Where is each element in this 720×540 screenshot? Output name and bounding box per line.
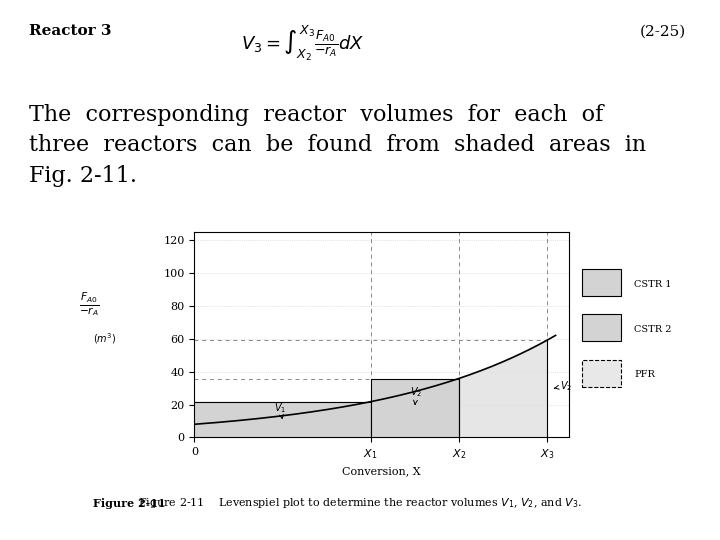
Text: (2-25): (2-25) <box>639 24 685 38</box>
Bar <box>582 314 621 341</box>
Text: $V_2$: $V_2$ <box>410 385 423 404</box>
Bar <box>582 360 621 387</box>
Bar <box>582 269 621 296</box>
Text: $V_1$: $V_1$ <box>274 401 286 418</box>
Text: $V_2$: $V_2$ <box>554 379 572 393</box>
Text: Reactor 3: Reactor 3 <box>29 24 112 38</box>
Text: $(m^3)$: $(m^3)$ <box>93 332 116 346</box>
Bar <box>194 402 371 437</box>
Text: CSTR 1: CSTR 1 <box>634 280 672 288</box>
Text: CSTR 2: CSTR 2 <box>634 325 672 334</box>
Text: Figure 2-11: Figure 2-11 <box>94 498 166 509</box>
Text: The  corresponding  reactor  volumes  for  each  of
three  reactors  can  be  fo: The corresponding reactor volumes for ea… <box>29 104 646 187</box>
Bar <box>371 379 459 437</box>
Text: Figure 2-11    Levenspiel plot to determine the reactor volumes $V_1$, $V_2$, an: Figure 2-11 Levenspiel plot to determine… <box>138 496 582 510</box>
Text: $V_3 = \int_{X_2}^{X_3} \frac{F_{A0}}{-r_A} dX$: $V_3 = \int_{X_2}^{X_3} \frac{F_{A0}}{-r… <box>240 24 364 64</box>
X-axis label: Conversion, X: Conversion, X <box>342 467 421 476</box>
Text: $\frac{F_{A0}}{-r_A}$: $\frac{F_{A0}}{-r_A}$ <box>79 290 100 318</box>
Text: PFR: PFR <box>634 370 655 379</box>
